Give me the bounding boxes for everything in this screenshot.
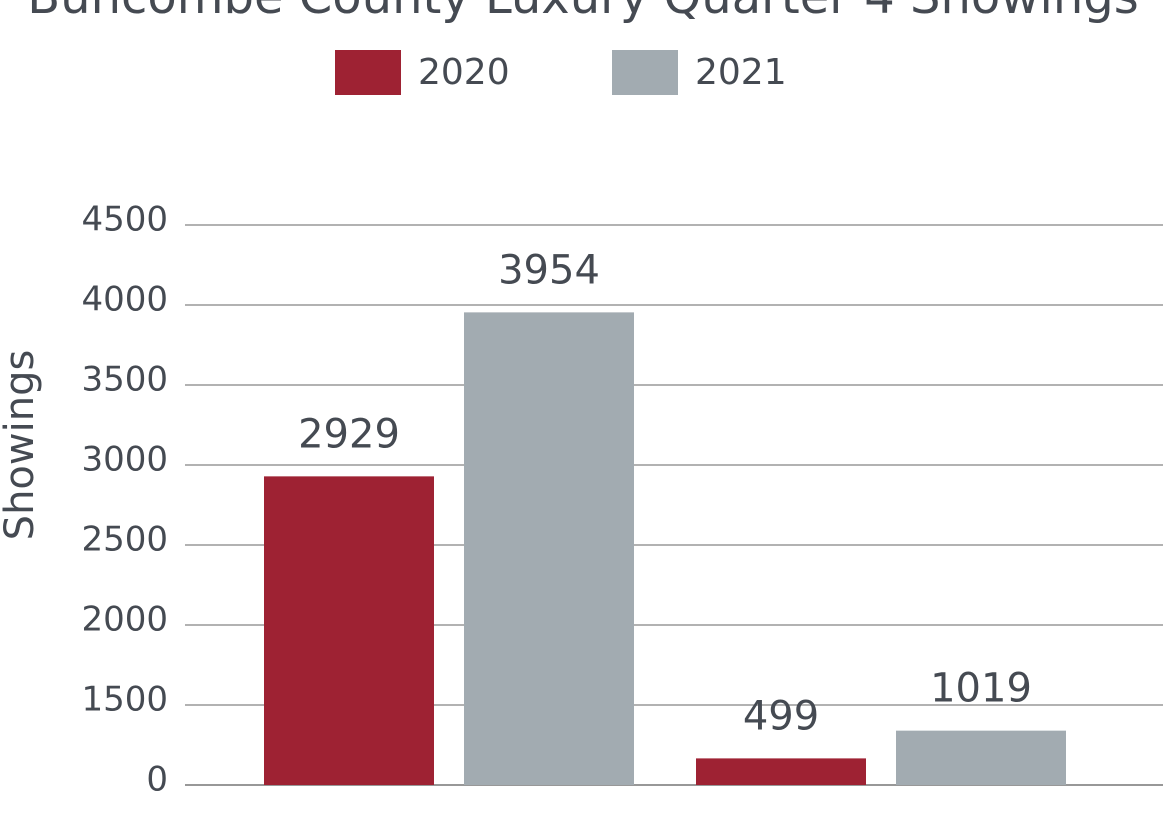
y-tick-label: 0 bbox=[146, 760, 168, 800]
legend-label: 2020 bbox=[418, 52, 510, 93]
chart-title: Buncombe County Luxury Quarter 4 Showing… bbox=[27, 0, 1139, 25]
bar bbox=[896, 730, 1066, 785]
bar bbox=[696, 758, 866, 785]
y-axis-label: Showings bbox=[0, 350, 43, 541]
value-label: 3954 bbox=[498, 247, 600, 293]
y-tick-label: 3000 bbox=[81, 440, 168, 480]
bar bbox=[264, 476, 434, 785]
y-tick-label: 3500 bbox=[81, 360, 168, 400]
value-label: 499 bbox=[743, 693, 819, 739]
bar bbox=[464, 312, 634, 785]
y-tick-label: 4500 bbox=[81, 200, 168, 240]
y-tick-label: 4000 bbox=[81, 280, 168, 320]
legend-label: 2021 bbox=[695, 52, 787, 93]
value-label: 1019 bbox=[930, 666, 1032, 712]
y-tick-label: 1500 bbox=[81, 680, 168, 720]
legend-swatch bbox=[612, 50, 678, 95]
legend-swatch bbox=[335, 50, 401, 95]
y-tick-label: 2000 bbox=[81, 600, 168, 640]
value-label: 2929 bbox=[298, 411, 400, 457]
y-tick-label: 2500 bbox=[81, 520, 168, 560]
